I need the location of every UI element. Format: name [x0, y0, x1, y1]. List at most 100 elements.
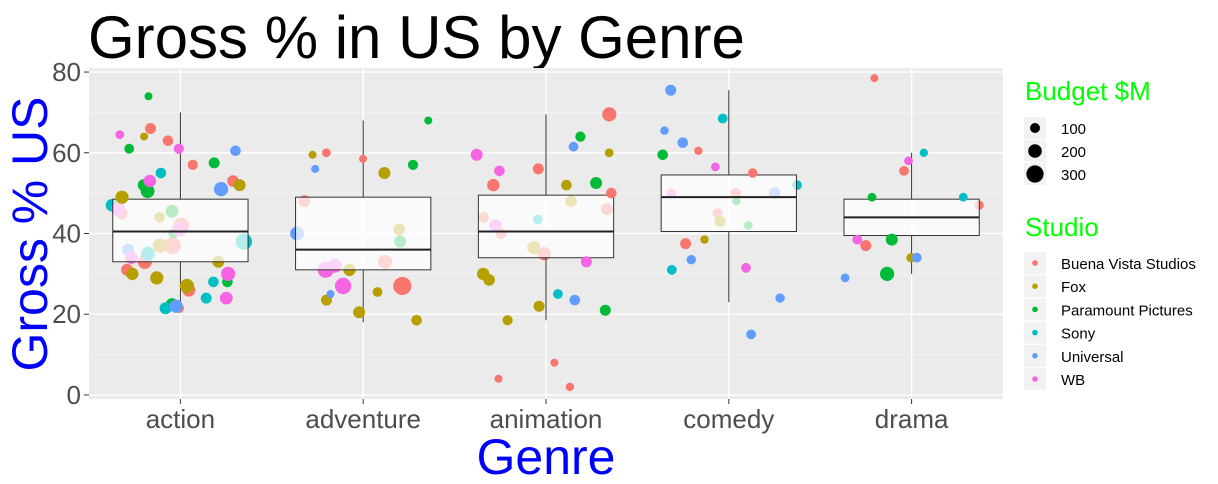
- data-point: [308, 150, 317, 159]
- data-point: [885, 233, 898, 246]
- size-legend: Budget $M 100 200 300: [1024, 76, 1151, 185]
- color-legend-dot: [1032, 283, 1038, 290]
- y-tick-label: 60: [52, 138, 81, 168]
- data-point: [748, 168, 758, 178]
- data-point: [411, 315, 422, 326]
- data-point: [159, 302, 172, 315]
- data-point: [487, 178, 500, 192]
- data-point: [575, 131, 586, 142]
- data-point: [700, 235, 709, 244]
- box: [477, 194, 615, 259]
- data-point: [680, 238, 692, 250]
- data-point: [208, 276, 219, 288]
- data-point: [424, 116, 433, 125]
- data-point: [169, 299, 183, 313]
- size-legend-label: 200: [1061, 144, 1086, 161]
- data-point: [880, 266, 895, 281]
- data-point: [870, 74, 879, 83]
- color-legend-label: Paramount Pictures: [1061, 302, 1193, 319]
- data-point: [140, 132, 149, 141]
- data-point: [840, 273, 850, 283]
- data-point: [599, 304, 611, 316]
- data-point: [602, 107, 617, 122]
- data-point: [569, 294, 581, 306]
- box: [112, 198, 249, 263]
- data-point: [477, 267, 490, 281]
- data-point: [230, 145, 241, 157]
- data-point: [162, 135, 174, 146]
- boxplot-comedy: [660, 90, 797, 303]
- color-legend: Studio Buena Vista Studios Fox Paramount P…: [1024, 212, 1196, 390]
- size-legend-dot: [1030, 123, 1040, 133]
- data-point: [124, 143, 135, 154]
- data-point: [494, 374, 503, 383]
- data-point: [919, 148, 928, 157]
- data-point: [899, 166, 909, 176]
- y-tick-label: 40: [52, 219, 81, 249]
- data-point: [852, 234, 863, 245]
- data-point: [686, 255, 696, 265]
- data-point: [533, 300, 545, 312]
- color-legend-label: Universal: [1061, 349, 1124, 366]
- color-legend-dot: [1032, 353, 1038, 359]
- data-point: [568, 141, 579, 152]
- data-point: [904, 156, 913, 166]
- data-point: [200, 292, 212, 304]
- x-tick-label: comedy: [683, 404, 774, 434]
- color-legend-title: Studio: [1025, 212, 1099, 242]
- data-point: [470, 148, 483, 161]
- data-point: [494, 165, 505, 177]
- data-point: [606, 187, 617, 199]
- data-point: [150, 271, 164, 285]
- x-axis-ticks: action adventure animation comedy drama: [146, 399, 949, 434]
- x-tick-label: adventure: [305, 404, 421, 434]
- boxplot-adventure: [295, 120, 432, 323]
- data-point: [353, 306, 366, 319]
- data-point: [115, 190, 129, 204]
- x-tick-label: drama: [875, 404, 949, 434]
- data-point: [665, 84, 677, 96]
- data-point: [660, 126, 669, 135]
- data-point: [145, 123, 156, 134]
- data-point: [322, 148, 331, 158]
- data-point: [775, 293, 785, 303]
- data-point: [326, 290, 335, 298]
- boxplot-drama: [843, 152, 980, 274]
- y-axis-ticks: 0 20 40 60 80: [52, 57, 89, 410]
- data-point: [219, 291, 233, 305]
- data-point: [604, 148, 614, 158]
- y-tick-label: 0: [67, 380, 81, 410]
- data-point: [143, 174, 156, 188]
- data-point: [214, 182, 229, 197]
- boxplot-animation: [477, 114, 615, 321]
- data-point: [958, 192, 968, 202]
- size-legend-label: 300: [1061, 167, 1086, 184]
- data-point: [334, 277, 352, 295]
- box: [660, 174, 797, 232]
- boxplots: [112, 90, 980, 323]
- data-point: [911, 252, 922, 263]
- y-tick-label: 20: [52, 299, 81, 329]
- y-tick-label: 80: [52, 57, 81, 87]
- data-point: [746, 329, 756, 340]
- size-legend-label: 100: [1061, 121, 1086, 138]
- data-point: [407, 159, 419, 170]
- data-point: [179, 278, 194, 294]
- data-point: [221, 266, 236, 281]
- points-front: [115, 74, 968, 392]
- color-legend-dot: [1032, 376, 1038, 382]
- y-axis-title: Gross % US: [2, 96, 58, 371]
- data-point: [677, 137, 689, 148]
- data-point: [144, 92, 153, 101]
- color-legend-label: Buena Vista Studios: [1061, 256, 1196, 273]
- data-point: [532, 163, 544, 175]
- data-point: [233, 179, 246, 192]
- data-point: [741, 262, 751, 273]
- size-legend-dot: [1028, 144, 1042, 158]
- chart-title: Gross % in US by Genre: [88, 4, 745, 71]
- data-point: [155, 167, 167, 179]
- data-point: [126, 267, 139, 281]
- size-legend-title: Budget $M: [1025, 76, 1151, 106]
- data-point: [860, 240, 872, 252]
- color-legend-dot: [1032, 306, 1038, 313]
